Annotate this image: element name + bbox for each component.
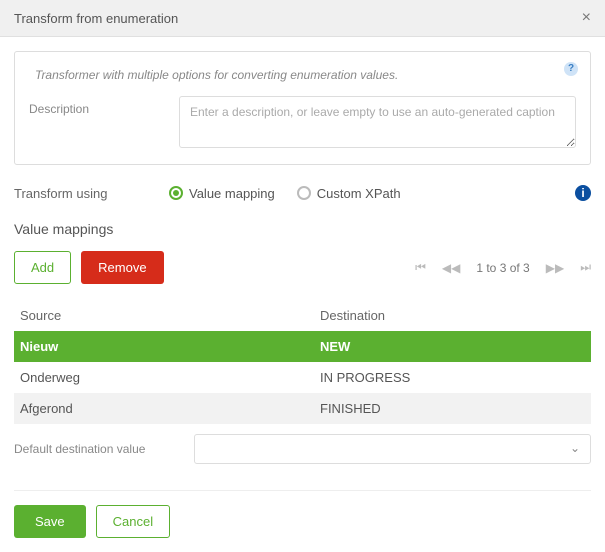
- info-panel: ? Transformer with multiple options for …: [14, 51, 591, 165]
- cancel-button[interactable]: Cancel: [96, 505, 170, 538]
- chevron-down-icon: ⌄: [570, 441, 580, 455]
- transform-using-row: Transform using Value mapping Custom XPa…: [14, 185, 591, 201]
- radio-dot-icon: [169, 186, 183, 200]
- pager-last-icon[interactable]: ⏭: [580, 260, 591, 275]
- column-destination: Destination: [320, 308, 585, 323]
- mappings-table: Source Destination Nieuw NEW Onderweg IN…: [14, 300, 591, 424]
- cell-destination: IN PROGRESS: [320, 370, 585, 385]
- radio-custom-xpath[interactable]: Custom XPath: [297, 186, 401, 201]
- cell-source: Afgerond: [20, 401, 320, 416]
- save-button[interactable]: Save: [14, 505, 86, 538]
- pager: ⏮ ◀◀ 1 to 3 of 3 ▶▶ ⏭: [415, 260, 591, 275]
- cell-destination: FINISHED: [320, 401, 585, 416]
- dialog-titlebar: Transform from enumeration ×: [0, 0, 605, 37]
- radio-value-mapping-label: Value mapping: [189, 186, 275, 201]
- add-button[interactable]: Add: [14, 251, 71, 284]
- pager-status: 1 to 3 of 3: [476, 261, 529, 275]
- radio-dot-icon: [297, 186, 311, 200]
- remove-button[interactable]: Remove: [81, 251, 163, 284]
- radio-custom-xpath-label: Custom XPath: [317, 186, 401, 201]
- description-label: Description: [29, 96, 159, 148]
- dialog-title: Transform from enumeration: [14, 11, 178, 26]
- table-row[interactable]: Nieuw NEW: [14, 331, 591, 362]
- table-header: Source Destination: [14, 300, 591, 331]
- hint-text: Transformer with multiple options for co…: [29, 66, 576, 96]
- table-row[interactable]: Onderweg IN PROGRESS: [14, 362, 591, 393]
- default-destination-row: Default destination value ⌄: [14, 434, 591, 464]
- description-input[interactable]: [179, 96, 576, 148]
- description-row: Description: [29, 96, 576, 148]
- transform-using-label: Transform using: [14, 186, 169, 201]
- table-row[interactable]: Afgerond FINISHED: [14, 393, 591, 424]
- cell-source: Nieuw: [20, 339, 320, 354]
- pager-next-icon[interactable]: ▶▶: [546, 261, 564, 275]
- value-mappings-title: Value mappings: [14, 221, 591, 237]
- transform-radio-group: Value mapping Custom XPath: [169, 186, 575, 201]
- close-icon[interactable]: ×: [582, 10, 591, 26]
- pager-prev-icon[interactable]: ◀◀: [442, 261, 460, 275]
- footer-actions: Save Cancel: [14, 505, 591, 538]
- column-source: Source: [20, 308, 320, 323]
- cell-destination: NEW: [320, 339, 585, 354]
- divider: [14, 490, 591, 491]
- info-icon[interactable]: i: [575, 185, 591, 201]
- dialog-content: ? Transformer with multiple options for …: [0, 37, 605, 552]
- help-icon[interactable]: ?: [564, 62, 578, 76]
- mappings-actions-row: Add Remove ⏮ ◀◀ 1 to 3 of 3 ▶▶ ⏭: [14, 251, 591, 284]
- cell-source: Onderweg: [20, 370, 320, 385]
- default-destination-label: Default destination value: [14, 442, 194, 456]
- pager-first-icon[interactable]: ⏮: [415, 260, 426, 275]
- default-destination-select[interactable]: ⌄: [194, 434, 591, 464]
- radio-value-mapping[interactable]: Value mapping: [169, 186, 275, 201]
